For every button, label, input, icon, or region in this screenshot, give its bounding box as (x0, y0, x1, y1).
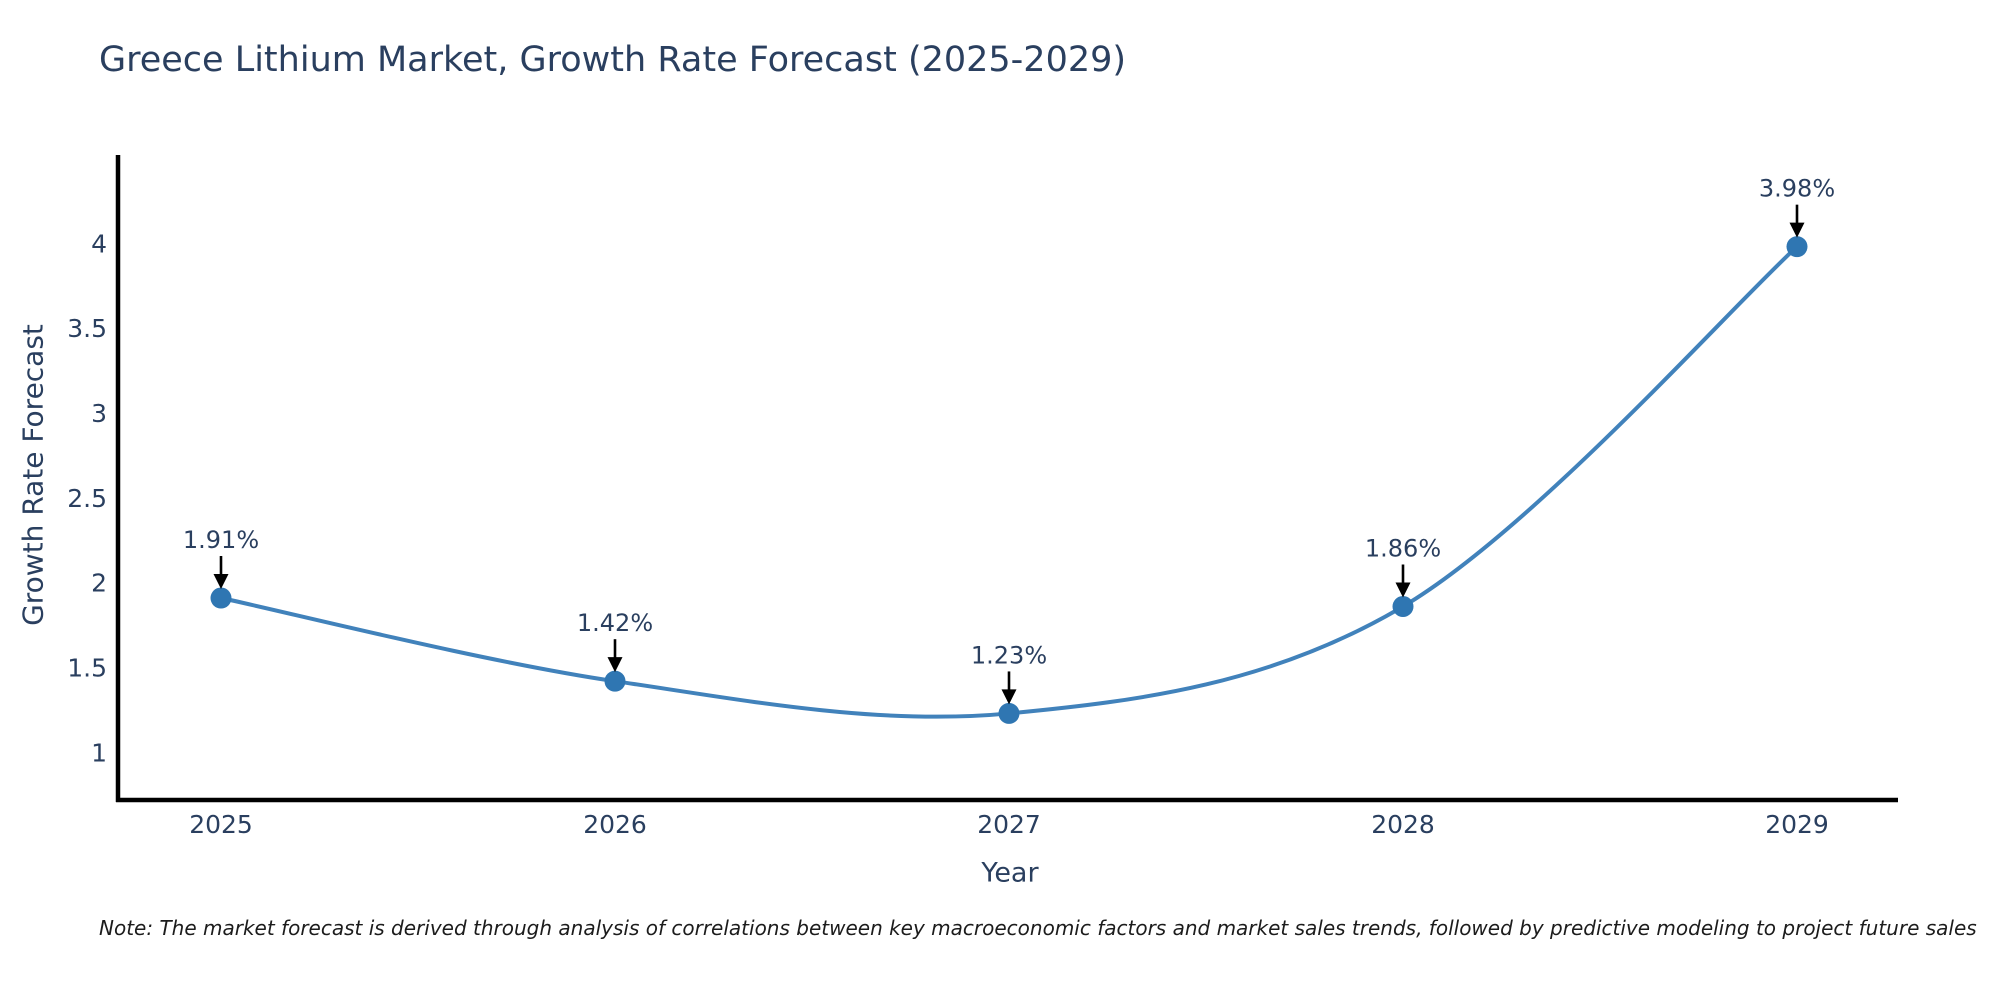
point-value-label: 3.98% (1759, 175, 1835, 203)
y-tick-label: 2.5 (67, 484, 107, 513)
data-point-2027 (998, 702, 1020, 724)
point-value-label: 1.23% (971, 641, 1047, 669)
point-value-label: 1.42% (577, 609, 653, 637)
data-point-2025 (210, 587, 232, 609)
x-tick-label: 2029 (1765, 810, 1829, 839)
y-tick-label: 3 (91, 399, 107, 428)
x-tick-label: 2025 (189, 810, 253, 839)
data-point-2029 (1786, 236, 1808, 258)
annotation-arrowhead (1395, 582, 1411, 598)
chart-title: Greece Lithium Market, Growth Rate Forec… (99, 40, 1127, 80)
trend-line (219, 244, 1799, 719)
annotation-arrowhead (607, 657, 623, 673)
y-tick-label: 1.5 (67, 654, 107, 683)
x-tick-label: 2027 (977, 810, 1041, 839)
y-tick-label: 4 (91, 229, 107, 258)
data-point-2028 (1392, 596, 1414, 617)
x-tick-label: 2028 (1371, 810, 1435, 839)
annotation-arrowhead (1001, 689, 1017, 705)
x-axis-title: Year (981, 857, 1039, 889)
x-tick-label: 2026 (583, 810, 647, 839)
y-tick-label: 3.5 (67, 314, 107, 343)
y-tick-label: 1 (91, 738, 107, 767)
data-point-2026 (604, 670, 626, 692)
point-value-label: 1.86% (1365, 535, 1441, 563)
annotation-arrowhead (1789, 222, 1805, 238)
point-value-label: 1.91% (183, 526, 259, 554)
y-tick-label: 2 (91, 569, 107, 598)
chart-note: Note: The market forecast is derived thr… (99, 916, 1977, 940)
annotation-arrowhead (213, 574, 229, 590)
y-axis-title: Growth Rate Forecast (16, 324, 50, 626)
